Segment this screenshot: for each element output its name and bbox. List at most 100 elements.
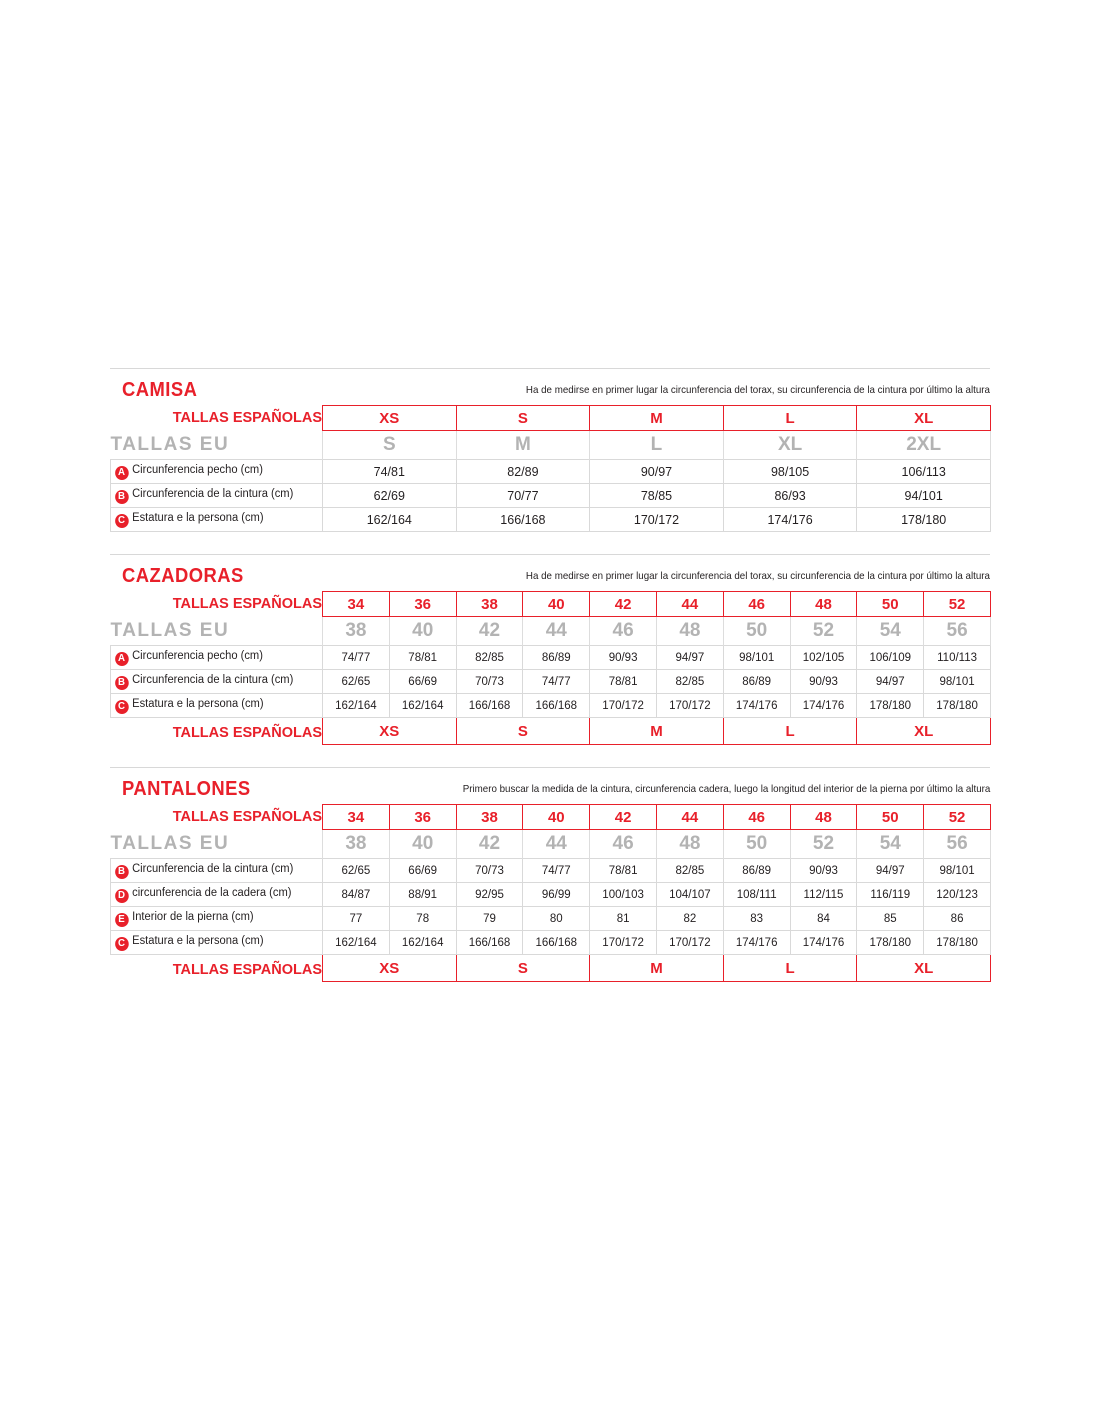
measurement-label-cell: A Circunferencia pecho (cm) <box>113 459 320 484</box>
eu-size-cell: 48 <box>655 616 724 646</box>
measurement-badge-icon: C <box>114 513 128 528</box>
row-tallas-eu: TALLAS EU 38 40 42 44 46 48 50 52 54 56 <box>110 616 991 646</box>
es-size-group-cell: L <box>722 717 858 745</box>
eu-size-cell: 2XL <box>856 430 991 460</box>
measurement-value-cell: 100/103 <box>589 882 657 907</box>
measurement-value-cell: 78/85 <box>589 483 724 508</box>
measurement-value-cell: 106/109 <box>856 645 925 670</box>
measurement-label-cell: C Estatura e la persona (cm) <box>113 693 320 718</box>
es-size-cell: 40 <box>522 591 591 617</box>
measurement-value-cell: 62/65 <box>322 669 390 694</box>
tallas-eu-label: TALLAS EU <box>110 619 230 641</box>
measurement-label-text: Estatura e la persona (cm) <box>131 511 264 524</box>
measurement-row: B Circunferencia de la cintura (cm) 62/65 6… <box>111 858 991 883</box>
measurement-value-cell: 82/85 <box>455 645 524 670</box>
measurement-value-cell: 166/168 <box>522 930 591 955</box>
eu-size-cell: 44 <box>522 616 591 646</box>
es-size-cell: 42 <box>589 591 657 617</box>
measurement-label-cell: B Circunferencia de la cintura (cm) <box>113 858 320 883</box>
measurement-badge-icon: E <box>114 912 128 927</box>
measurement-value-cell: 74/81 <box>322 459 457 484</box>
measurement-value-cell: 86/89 <box>722 858 791 883</box>
es-size-cell: M <box>589 405 724 431</box>
measurement-label-cell: E Interior de la pierna (cm) <box>113 906 320 931</box>
measurement-value-cell: 98/101 <box>722 645 791 670</box>
measurement-value-cell: 62/69 <box>322 483 457 508</box>
eu-size-cell: 54 <box>856 616 925 646</box>
es-size-cell: 44 <box>655 591 724 617</box>
eu-size-cell: 40 <box>388 616 457 646</box>
section-header: CAZADORAS Ha de medirse en primer lugar l… <box>110 565 990 589</box>
measurement-value-cell: 162/164 <box>322 930 390 955</box>
measurement-value-cell: 170/172 <box>589 930 657 955</box>
measurement-value-cell: 174/176 <box>722 930 791 955</box>
es-size-cell: 42 <box>589 804 657 830</box>
measurement-value-cell: 84/87 <box>322 882 390 907</box>
eu-size-cell: 50 <box>722 829 791 859</box>
measurement-value-cell: 79 <box>455 906 524 931</box>
measurement-value-cell: 83 <box>722 906 791 931</box>
measurement-value-cell: 74/77 <box>522 858 591 883</box>
measurement-row: A Circunferencia pecho (cm) 74/77 78/81 82/8… <box>111 645 991 670</box>
measurement-value-cell: 108/111 <box>722 882 791 907</box>
measurement-value-cell: 78/81 <box>589 669 657 694</box>
size-table: TALLAS ESPAÑOLAS 34 36 38 40 42 44 46 48 50 52 TALL… <box>110 591 991 745</box>
eu-size-cell: 40 <box>388 829 457 859</box>
es-size-cell: 48 <box>789 591 858 617</box>
measurement-value-cell: 96/99 <box>522 882 591 907</box>
es-size-cell: 48 <box>789 804 858 830</box>
measurement-value-cell: 80 <box>522 906 591 931</box>
row-tallas-espanolas: TALLAS ESPAÑOLAS 34 36 38 40 42 44 46 48 50 52 <box>111 591 991 617</box>
measurement-value-cell: 86/89 <box>522 645 591 670</box>
section-note: Ha de medirse en primer lugar la circunf… <box>525 384 990 396</box>
measurement-badge-icon: B <box>114 489 128 504</box>
eu-size-cell: 54 <box>856 829 925 859</box>
measurement-badge-icon: B <box>114 675 128 690</box>
measurement-value-cell: 174/176 <box>789 693 858 718</box>
section-title: CAMISA <box>122 379 198 401</box>
measurement-value-cell: 94/97 <box>655 645 724 670</box>
measurement-row: C Estatura e la persona (cm) 162/164 162/16… <box>111 930 991 955</box>
measurement-value-cell: 178/180 <box>856 930 925 955</box>
section-note: Ha de medirse en primer lugar la circunf… <box>525 570 990 582</box>
es-size-cell: L <box>722 405 858 431</box>
measurement-value-cell: 78 <box>388 906 457 931</box>
eu-size-cell: 52 <box>789 616 858 646</box>
es-size-cell: 34 <box>322 591 390 617</box>
measurement-value-cell: 81 <box>589 906 657 931</box>
eu-size-cell: 38 <box>322 829 390 859</box>
measurement-badge-icon: C <box>114 699 128 714</box>
eu-size-cell: XL <box>722 430 858 460</box>
measurement-value-cell: 74/77 <box>322 645 390 670</box>
measurement-value-cell: 78/81 <box>388 645 457 670</box>
measurement-value-cell: 86/93 <box>722 483 858 508</box>
es-size-cell: 50 <box>856 804 925 830</box>
measurement-value-cell: 174/176 <box>722 693 791 718</box>
es-size-cell: 46 <box>722 804 791 830</box>
measurement-label-cell: B Circunferencia de la cintura (cm) <box>113 483 320 508</box>
es-size-cell: 38 <box>455 591 524 617</box>
measurement-value-cell: 94/101 <box>856 483 991 508</box>
measurement-value-cell: 110/113 <box>923 645 991 670</box>
es-size-group-cell: XS <box>322 717 457 745</box>
es-size-cell: 40 <box>522 804 591 830</box>
measurement-value-cell: 174/176 <box>789 930 858 955</box>
es-size-cell: 36 <box>388 591 457 617</box>
section-note: Primero buscar la medida de la cintura, … <box>462 783 990 795</box>
measurement-value-cell: 170/172 <box>589 693 657 718</box>
measurement-badge-icon: D <box>114 888 128 903</box>
row-tallas-espanolas-footer: TALLAS ESPAÑOLAS XS S M L XL <box>111 717 991 745</box>
measurement-value-cell: 166/168 <box>455 693 524 718</box>
eu-size-cell: 42 <box>455 829 524 859</box>
measurement-value-cell: 166/168 <box>522 693 591 718</box>
measurement-badge-icon: A <box>114 651 128 666</box>
measurement-value-cell: 82/85 <box>655 669 724 694</box>
measurement-value-cell: 120/123 <box>923 882 991 907</box>
section-header: PANTALONES Primero buscar la medida de la… <box>110 778 990 802</box>
measurement-value-cell: 82/85 <box>655 858 724 883</box>
measurement-row: C Estatura e la persona (cm) 162/164 166/16… <box>111 507 991 532</box>
row-tallas-eu: TALLAS EU S M L XL 2XL <box>111 430 991 460</box>
measurement-value-cell: 178/180 <box>856 693 925 718</box>
